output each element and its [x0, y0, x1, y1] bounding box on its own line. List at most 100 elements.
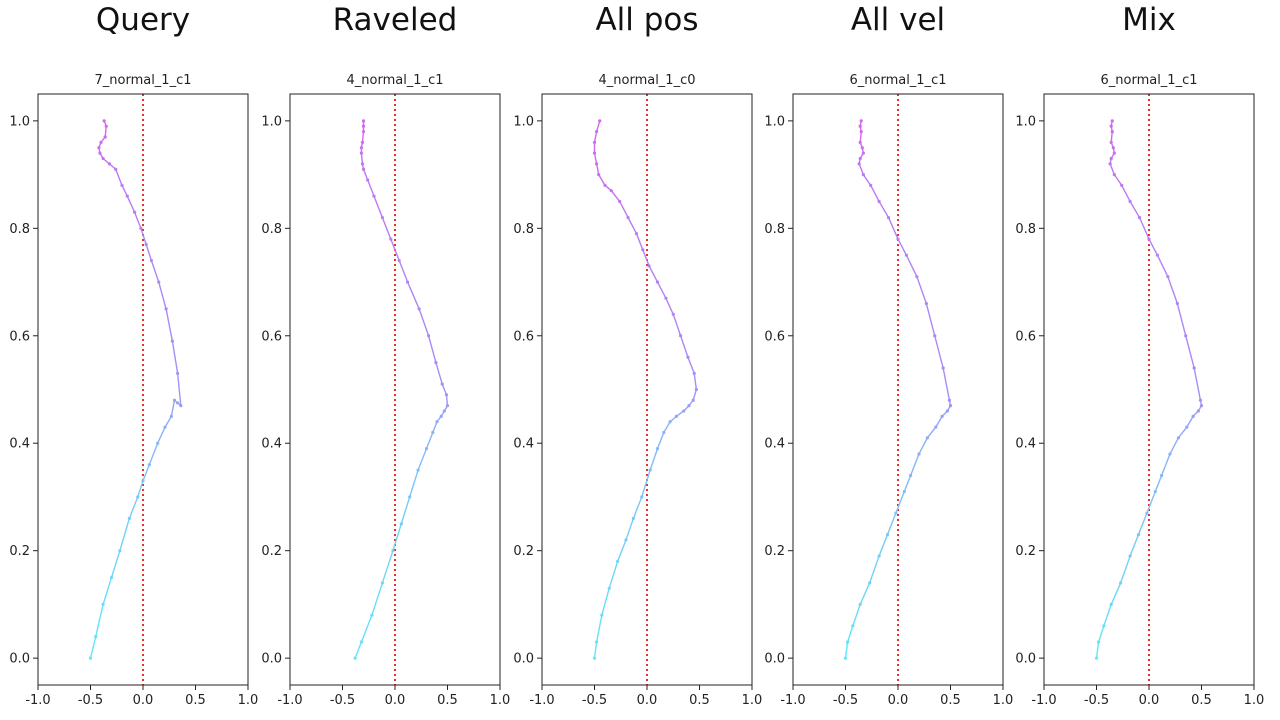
- trajectory-segment: [905, 254, 918, 278]
- x-tick-label: 0.0: [1139, 693, 1160, 708]
- trajectory-segment: [1110, 582, 1122, 606]
- trajectory-segment: [371, 582, 384, 616]
- trajectory-point: [940, 414, 944, 418]
- chart-panel: 7_normal_1_c1 -1.0 -0.5 0.0 0.5 1.0 0.0 0.2 0.4 0…: [9, 73, 258, 708]
- x-tick-label: 0.5: [437, 693, 458, 708]
- trajectory-point: [664, 296, 668, 300]
- trajectory-segment: [844, 641, 849, 659]
- x-tick-label: -1.0: [277, 693, 302, 708]
- trajectory-point: [858, 156, 862, 161]
- x-tick-label: 0.5: [185, 693, 206, 708]
- trajectory-segment: [672, 313, 682, 337]
- trajectory-segment: [1103, 603, 1112, 627]
- trajectory-point: [372, 194, 376, 198]
- trajectory-point: [440, 382, 444, 386]
- trajectory-segment: [1129, 200, 1141, 219]
- trajectory-point: [176, 401, 180, 405]
- x-tick-label: 0.5: [1191, 693, 1212, 708]
- trajectory-point: [147, 463, 151, 467]
- trajectory-point: [618, 199, 622, 204]
- trajectory-segment: [887, 216, 899, 240]
- trajectory-segment: [176, 372, 182, 407]
- x-tick-label: -1.0: [1031, 693, 1056, 708]
- trajectory-point: [136, 495, 140, 499]
- trajectory-segment: [656, 281, 667, 299]
- trajectory-point: [1110, 130, 1114, 134]
- trajectory-segment: [425, 431, 434, 450]
- trajectory-point: [445, 404, 450, 408]
- y-tick-label: 0.6: [9, 329, 30, 344]
- trajectory-segment: [1177, 426, 1188, 439]
- trajectory-segment: [692, 388, 698, 401]
- trajectory-point: [101, 602, 105, 607]
- trajectory-point: [851, 624, 855, 628]
- x-tick-label: -1.0: [780, 693, 805, 708]
- trajectory-segment: [156, 426, 166, 444]
- trajectory-segment: [104, 125, 107, 138]
- trajectory-segment: [142, 464, 151, 482]
- trajectory-point: [1147, 237, 1151, 241]
- trajectory-segment: [878, 200, 890, 219]
- trajectory-point: [595, 130, 599, 134]
- trajectory-point: [626, 215, 630, 220]
- axes-frame: [792, 93, 1004, 686]
- trajectory-point: [1111, 146, 1115, 150]
- trajectory-point: [359, 640, 363, 644]
- trajectory-segment: [648, 265, 659, 283]
- x-tick-label: 0.5: [689, 693, 710, 708]
- trajectory-point: [682, 409, 686, 413]
- trajectory-point: [671, 312, 675, 316]
- trajectory-point: [692, 371, 696, 375]
- trajectory-point: [417, 307, 421, 311]
- trajectory-point: [370, 613, 374, 617]
- trajectory-point: [858, 602, 862, 607]
- x-tick-label: -0.5: [1084, 693, 1109, 708]
- trajectory-segment: [354, 641, 363, 659]
- trajectory-point: [655, 447, 660, 451]
- trajectory-segment: [128, 496, 139, 520]
- trajectory-segment: [925, 302, 936, 337]
- trajectory-point: [691, 398, 695, 402]
- trajectory-segment: [1154, 474, 1163, 493]
- trajectory-point: [861, 172, 865, 177]
- trajectory-point: [859, 130, 863, 134]
- axes-subtitle: 7_normal_1_c1: [94, 73, 191, 88]
- axes-frame: [289, 93, 501, 686]
- trajectory-segment: [649, 447, 659, 471]
- trajectory-point: [641, 248, 645, 252]
- trajectory-point: [1094, 656, 1099, 660]
- trajectory-segment: [170, 399, 176, 418]
- trajectory-segment: [119, 517, 131, 552]
- y-tick-label: 0.6: [1015, 329, 1036, 344]
- trajectory-point: [144, 242, 148, 247]
- y-tick-label: 1.0: [513, 114, 534, 129]
- trajectory-point: [101, 156, 105, 161]
- trajectory-segment: [1193, 367, 1202, 401]
- trajectory-point: [361, 119, 366, 123]
- trajectory-segment: [897, 238, 908, 256]
- trajectory-segment: [392, 523, 402, 552]
- trajectory-point: [94, 635, 98, 639]
- trajectory-point: [603, 183, 607, 187]
- trajectory-segment: [1137, 512, 1148, 536]
- trajectory-point: [431, 430, 435, 435]
- x-tick-label: 0.0: [637, 693, 658, 708]
- trajectory-point: [424, 447, 429, 451]
- axes-subtitle: 6_normal_1_c1: [1100, 73, 1197, 88]
- trajectory-segment: [641, 469, 651, 498]
- trajectory-point: [442, 409, 446, 413]
- trajectory-segment: [593, 130, 598, 144]
- trajectory-point: [380, 581, 384, 585]
- trajectory-segment: [862, 173, 872, 187]
- x-tick-label: 1.0: [993, 693, 1014, 708]
- trajectory-point: [648, 468, 652, 472]
- trajectory-point: [359, 151, 363, 155]
- trajectory-point: [104, 124, 108, 128]
- trajectory-segment: [608, 560, 619, 589]
- trajectory-segment: [137, 480, 144, 498]
- trajectory-point: [157, 280, 161, 284]
- trajectory-point: [1108, 162, 1112, 166]
- trajectory-segment: [918, 437, 929, 455]
- trajectory-segment: [859, 582, 871, 606]
- trajectory-point: [149, 258, 153, 263]
